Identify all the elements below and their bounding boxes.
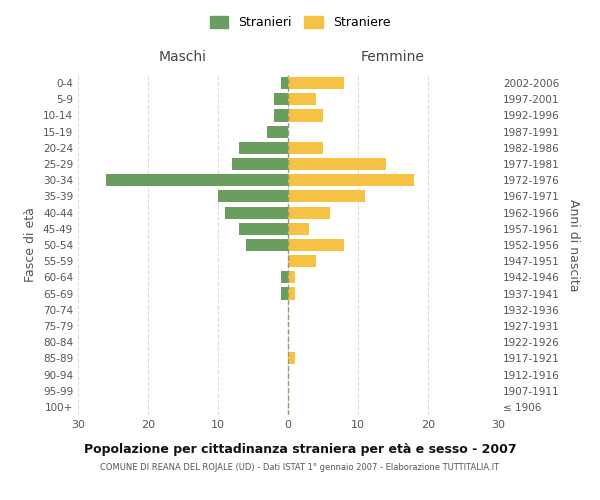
Bar [274, 110, 288, 122]
Y-axis label: Anni di nascita: Anni di nascita [567, 198, 580, 291]
Text: Popolazione per cittadinanza straniera per età e sesso - 2007: Popolazione per cittadinanza straniera p… [83, 442, 517, 456]
Bar [225, 206, 288, 218]
Bar [232, 158, 288, 170]
Bar [288, 222, 309, 235]
Bar [246, 239, 288, 251]
Text: COMUNE DI REANA DEL ROJALE (UD) - Dati ISTAT 1° gennaio 2007 - Elaborazione TUTT: COMUNE DI REANA DEL ROJALE (UD) - Dati I… [100, 462, 500, 471]
Bar [239, 222, 288, 235]
Bar [281, 77, 288, 89]
Bar [218, 190, 288, 202]
Bar [274, 93, 288, 106]
Bar [288, 288, 295, 300]
Bar [106, 174, 288, 186]
Bar [288, 272, 295, 283]
Bar [281, 272, 288, 283]
Bar [281, 288, 288, 300]
Bar [288, 174, 414, 186]
Bar [288, 158, 386, 170]
Text: Femmine: Femmine [361, 50, 425, 64]
Bar [288, 110, 323, 122]
Bar [288, 190, 365, 202]
Legend: Stranieri, Straniere: Stranieri, Straniere [205, 11, 395, 34]
Bar [288, 239, 344, 251]
Bar [288, 93, 316, 106]
Bar [288, 352, 295, 364]
Bar [288, 206, 330, 218]
Bar [239, 142, 288, 154]
Text: Maschi: Maschi [159, 50, 207, 64]
Bar [288, 255, 316, 268]
Y-axis label: Fasce di età: Fasce di età [25, 208, 37, 282]
Bar [288, 77, 344, 89]
Bar [267, 126, 288, 138]
Bar [288, 142, 323, 154]
